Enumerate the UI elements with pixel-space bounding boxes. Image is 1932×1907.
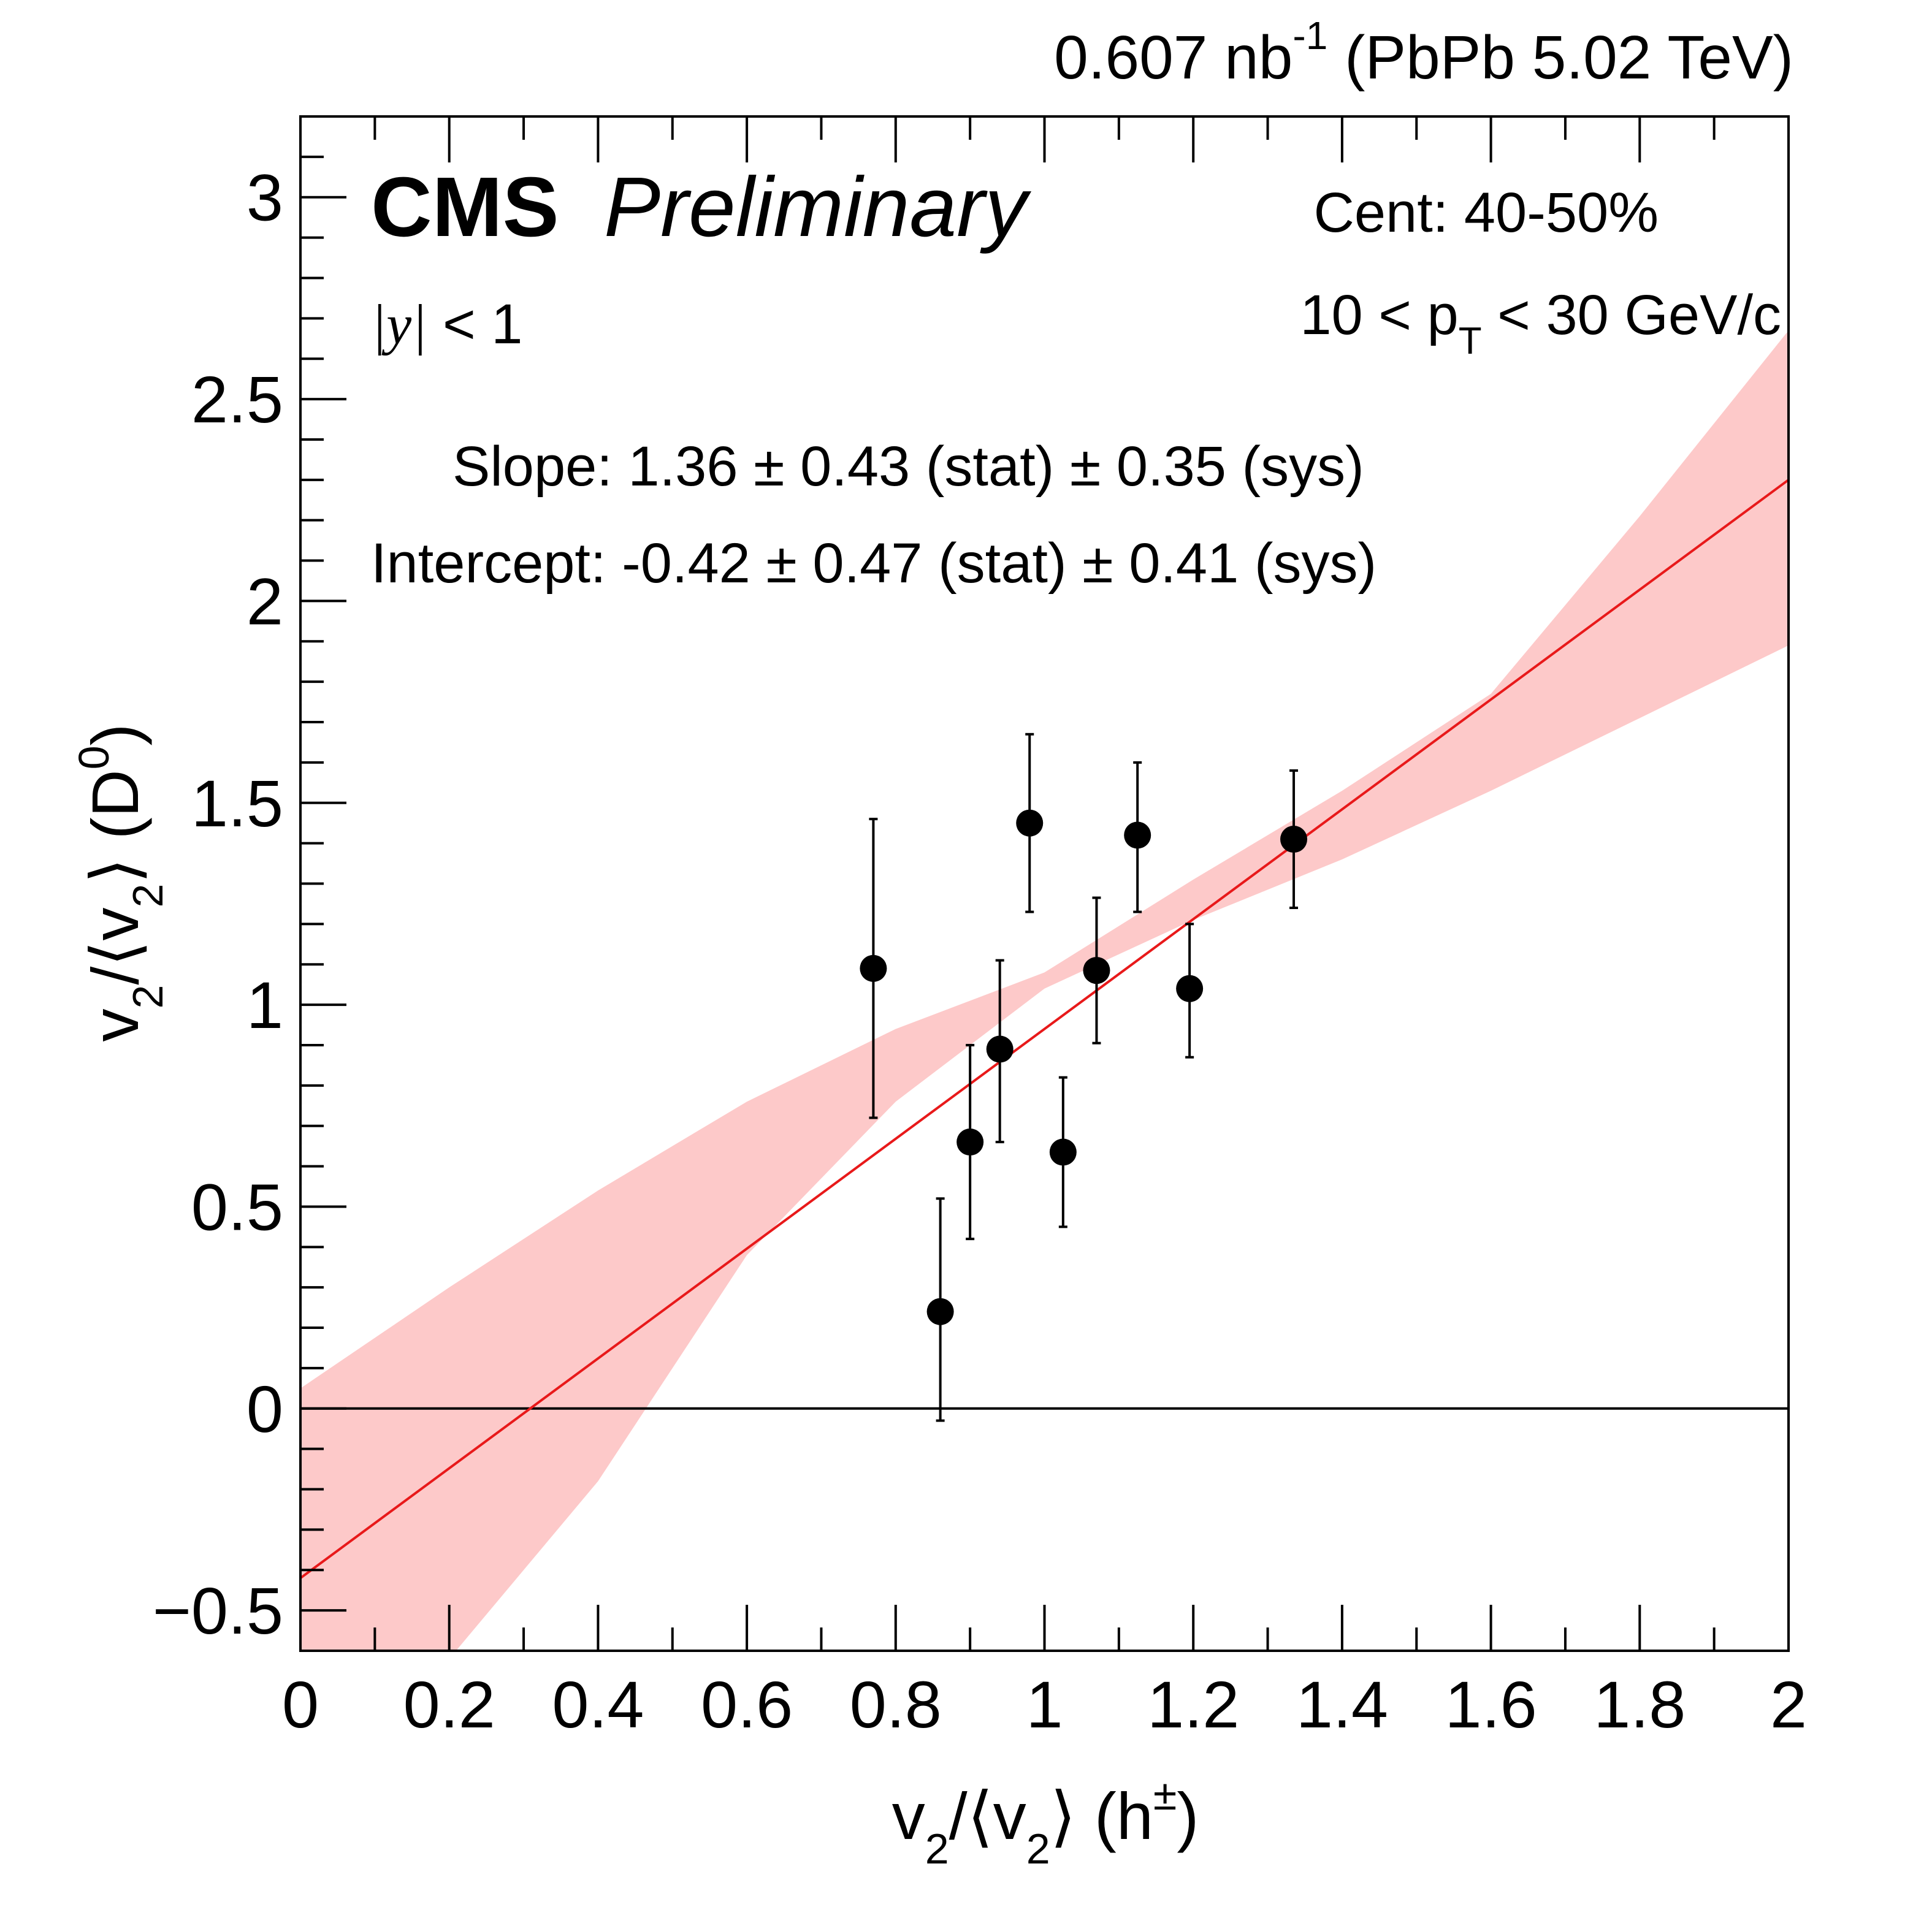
centrality-label: Cent: 40-50%: [1313, 181, 1659, 244]
x-tick-label: 1.2: [1147, 1667, 1239, 1741]
y-tick-label: 3: [246, 161, 283, 235]
data-points: [860, 733, 1308, 1422]
marker: [1176, 975, 1204, 1002]
y-axis-ticks: −0.5 0 0.5 1 1.5 2 2.5 3: [153, 115, 346, 1652]
marker: [986, 1035, 1014, 1063]
y-tick-label: −0.5: [153, 1574, 283, 1648]
data-point: [1176, 923, 1204, 1059]
marker: [926, 1298, 954, 1325]
x-tick-label: 1.6: [1445, 1667, 1537, 1741]
linear-fit-line: [300, 479, 1789, 1580]
data-point: [1016, 733, 1044, 913]
slope-label: Slope: 1.36 ± 0.43 (stat) ± 0.35 (sys): [452, 435, 1364, 498]
preliminary-label: Preliminary: [604, 160, 1031, 254]
rapidity-label: |y| < 1: [371, 293, 522, 356]
data-point: [1280, 769, 1308, 910]
y-tick-label: 1.5: [191, 766, 283, 840]
x-axis-label: v2/⟨v2⟩ (h±): [892, 1771, 1199, 1873]
fit-uncertainty-band: [300, 330, 1789, 1651]
marker: [1049, 1138, 1077, 1166]
y-tick-label: 2.5: [191, 362, 283, 436]
luminosity-label: 0.607 nb-1 (PbPb 5.02 TeV): [1054, 13, 1793, 92]
x-tick-label: 2: [1770, 1667, 1807, 1741]
intercept-label: Intercept: -0.42 ± 0.47 (stat) ± 0.41 (s…: [371, 532, 1376, 595]
data-point: [1049, 1076, 1077, 1228]
x-tick-label: 0.4: [552, 1667, 644, 1741]
x-tick-label: 1.8: [1594, 1667, 1686, 1741]
x-tick-label: 1: [1026, 1667, 1063, 1741]
x-tick-label: 0.6: [701, 1667, 793, 1741]
data-point: [956, 1043, 984, 1241]
cms-label: CMS: [371, 160, 559, 254]
y-tick-label: 0.5: [191, 1170, 283, 1244]
pt-range-label: 10 < pT < 30 GeV/c: [1300, 284, 1781, 362]
marker: [956, 1129, 984, 1156]
data-point: [926, 1197, 954, 1422]
y-tick-label: 2: [246, 564, 283, 638]
data-point: [1124, 761, 1151, 913]
marker: [1016, 809, 1044, 837]
y-axis-label: v2/⟨v2⟩ (D0): [70, 723, 172, 1041]
marker: [860, 954, 887, 982]
x-tick-label: 0.2: [403, 1667, 495, 1741]
data-point: [860, 818, 887, 1119]
x-axis-ticks: 0 0.2 0.4 0.6 0.8 1 1.2 1.4 1.6 1.8 2: [282, 116, 1807, 1741]
y-tick-label: 1: [246, 968, 283, 1042]
y-tick-label: 0: [246, 1372, 283, 1446]
x-tick-label: 0: [282, 1667, 319, 1741]
data-point: [1083, 896, 1110, 1045]
x-tick-label: 0.8: [850, 1667, 942, 1741]
marker: [1083, 957, 1110, 984]
marker: [1280, 826, 1308, 853]
marker: [1124, 821, 1151, 849]
data-point: [986, 959, 1014, 1144]
x-tick-label: 1.4: [1296, 1667, 1388, 1741]
